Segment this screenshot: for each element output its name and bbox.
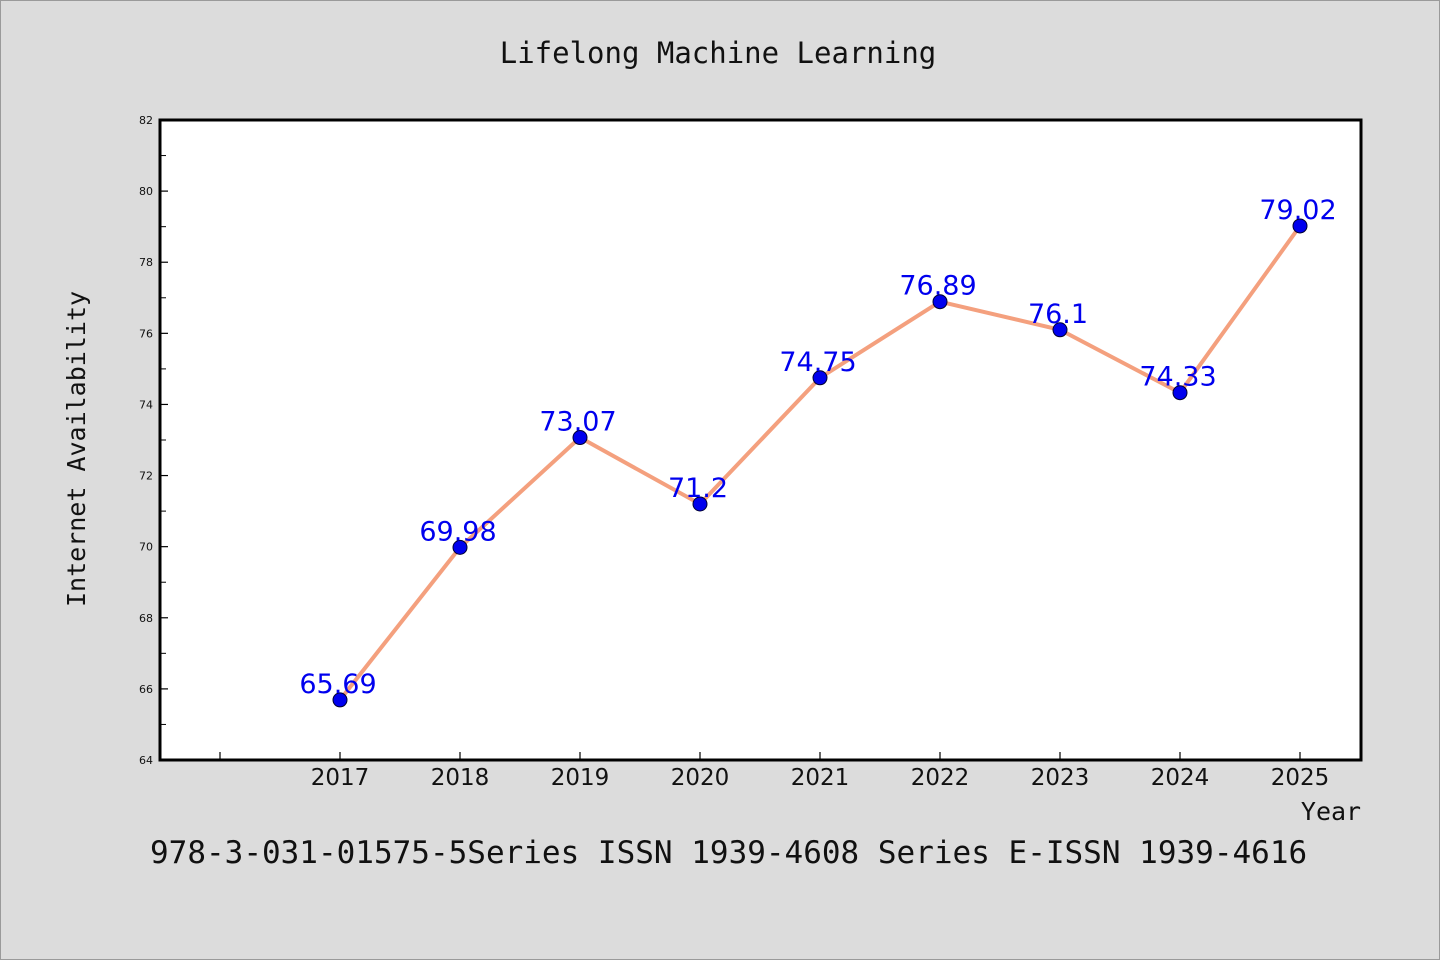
chart-title: Lifelong Machine Learning (500, 36, 937, 70)
data-point-marker (1052, 322, 1068, 338)
data-point-marker (332, 692, 348, 708)
x-axis: 2017 2018 2019 2020 2021 2022 2023 2024 2025 (219, 752, 1330, 791)
y-tick-label: 72 (139, 470, 153, 483)
x-tick-label: 2020 (671, 765, 730, 791)
data-point-marker (452, 539, 468, 555)
markers-layer (332, 218, 1308, 708)
data-label: 74.33 (1139, 362, 1216, 393)
x-tick-label: 2023 (1031, 765, 1090, 791)
x-axis-label: Year (1301, 797, 1361, 826)
plot-border (158, 118, 1363, 762)
y-tick-label: 78 (139, 256, 153, 269)
data-point-marker (932, 294, 948, 310)
data-point-marker (812, 370, 828, 386)
data-label: 71.2 (668, 473, 728, 504)
data-label: 79.02 (1259, 195, 1336, 226)
y-tick-label: 66 (139, 683, 153, 696)
x-tick-label: 2021 (791, 765, 850, 791)
y-axis: 64 66 68 70 72 74 76 78 80 82 (139, 114, 168, 767)
data-label: 65.69 (299, 669, 376, 700)
y-tick-label: 76 (139, 327, 153, 340)
data-label: 76.1 (1028, 299, 1088, 330)
y-tick-label: 82 (139, 114, 153, 127)
y-tick-label: 80 (139, 185, 153, 198)
data-point-marker (692, 496, 708, 512)
data-point-marker (1292, 218, 1308, 234)
y-tick-label: 70 (139, 541, 153, 554)
data-label: 76.89 (899, 271, 976, 302)
x-tick-label: 2022 (911, 765, 970, 791)
x-tick-label: 2017 (311, 765, 370, 791)
data-label: 69.98 (419, 516, 496, 547)
y-axis-label: Internet Availability (62, 291, 91, 607)
x-tick-label: 2025 (1271, 765, 1330, 791)
y-tick-label: 68 (139, 612, 153, 625)
x-tick-label: 2018 (431, 765, 490, 791)
y-tick-label: 74 (139, 398, 153, 411)
data-point-marker (572, 430, 588, 446)
x-tick-label: 2024 (1151, 765, 1210, 791)
data-labels-layer: 65.69 69.98 73.07 71.2 74.75 76.89 76.1 74.33 79… (299, 195, 1336, 700)
data-point-marker (1172, 385, 1188, 401)
y-tick-label: 64 (139, 754, 153, 767)
data-label: 74.75 (779, 347, 856, 378)
footer-isbn-text: 978-3-031-01575-5Series ISSN 1939-4608 S… (150, 835, 1307, 871)
x-tick-label: 2019 (551, 765, 610, 791)
data-label: 73.07 (539, 407, 616, 438)
